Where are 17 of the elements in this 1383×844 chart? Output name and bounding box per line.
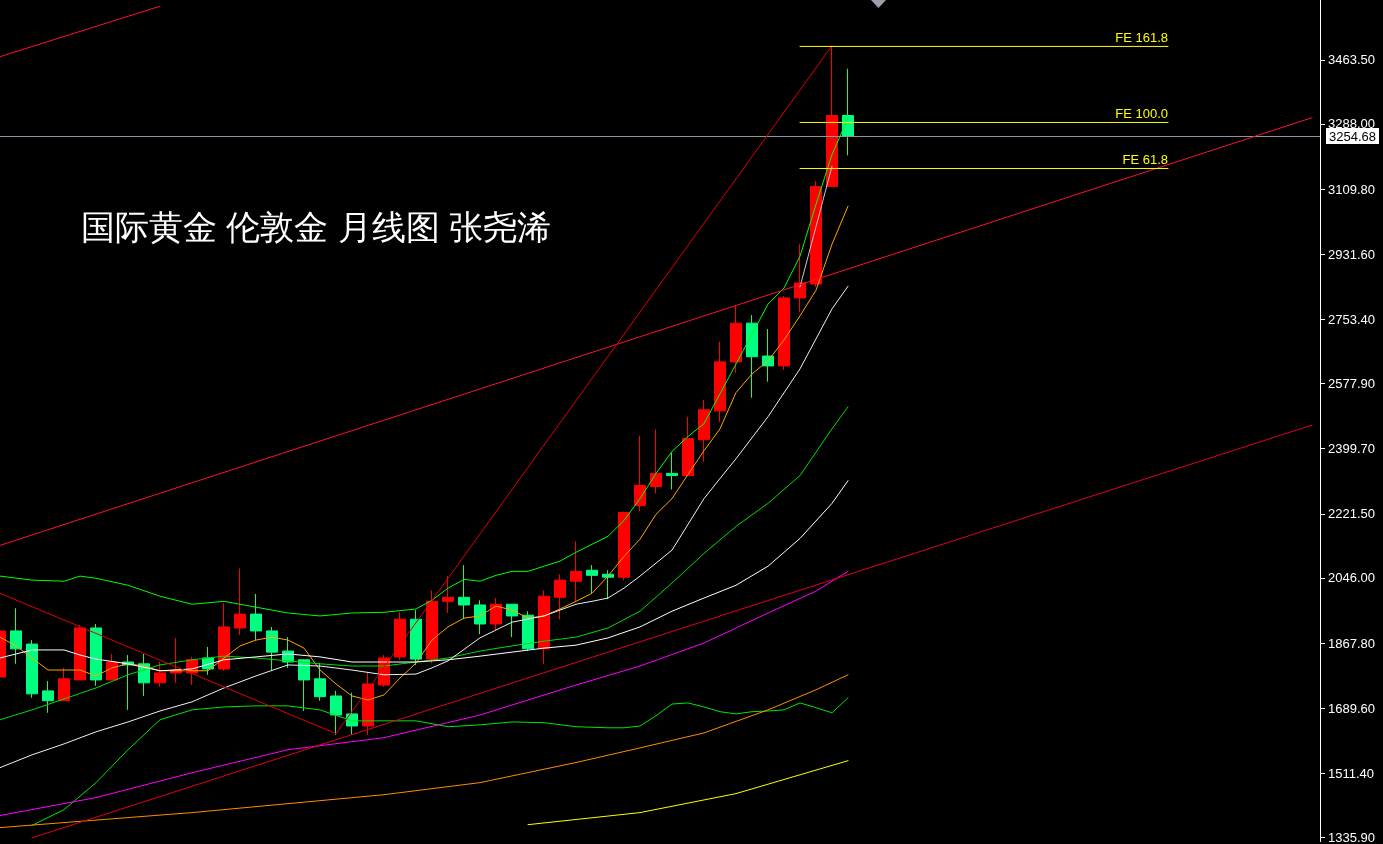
y-tick-label: 1511.40 — [1328, 765, 1375, 781]
y-tick-label: 2577.90 — [1328, 375, 1375, 391]
y-tick-label: 1689.60 — [1328, 700, 1375, 716]
y-tick-label: 3463.50 — [1328, 52, 1375, 68]
ref-line-label: 3254.68 — [1329, 128, 1376, 144]
series-label: FE 161.8 — [1115, 29, 1168, 45]
y-tick-label: 3109.80 — [1328, 181, 1375, 197]
y-tick-label: 2046.00 — [1328, 570, 1375, 586]
y-tick-label: 1867.80 — [1328, 635, 1375, 651]
y-tick-label: 1335.90 — [1328, 830, 1375, 844]
series-label: FE 61.8 — [1122, 152, 1168, 168]
y-tick-label: 2931.60 — [1328, 246, 1375, 262]
text: 国际黄金 伦敦金 月线图 张尧浠 — [81, 208, 552, 246]
series-label: FE 100.0 — [1115, 105, 1168, 121]
y-tick-label: 2399.70 — [1328, 441, 1375, 457]
y-tick-label: 2753.40 — [1328, 311, 1375, 327]
y-tick-label: 2221.50 — [1328, 506, 1375, 522]
